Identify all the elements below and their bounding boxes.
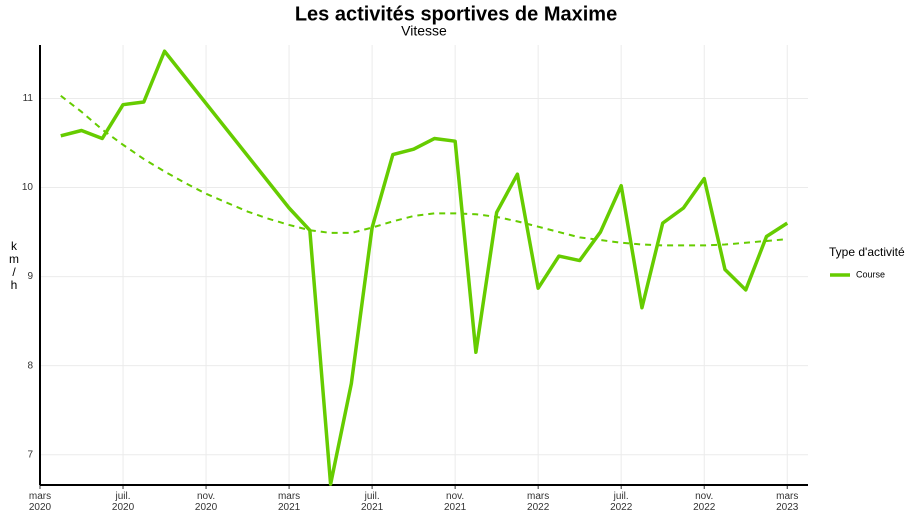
x-tick-label: nov. 2022	[693, 491, 716, 513]
chart-subtitle: Vitesse	[401, 23, 447, 39]
x-tick-label: nov. 2021	[444, 491, 467, 513]
legend-title: Type d'activité	[829, 245, 905, 259]
x-tick-label: mars 2023	[776, 491, 799, 513]
y-tick-label: 8	[27, 360, 33, 371]
data-line	[60, 49, 789, 486]
y-tick-label: 7	[27, 449, 33, 460]
x-tick-label: juil. 2021	[361, 491, 384, 513]
x-tick-label: mars 2020	[29, 491, 52, 513]
x-tick-label: juil. 2020	[112, 491, 135, 513]
x-tick-label: mars 2021	[278, 491, 301, 513]
x-tick-label: juil. 2022	[610, 491, 633, 513]
x-tick-label: nov. 2020	[195, 491, 218, 513]
chart-title: Les activités sportives de Maxime	[295, 3, 617, 25]
y-tick-label: 11	[23, 93, 34, 104]
trend-line	[60, 94, 788, 247]
y-axis-label: k m / h	[9, 239, 19, 292]
y-tick-label: 10	[22, 182, 34, 193]
x-tick-label: mars 2022	[527, 491, 550, 513]
y-tick-label: 9	[27, 271, 33, 282]
legend-label: Course	[856, 269, 885, 279]
